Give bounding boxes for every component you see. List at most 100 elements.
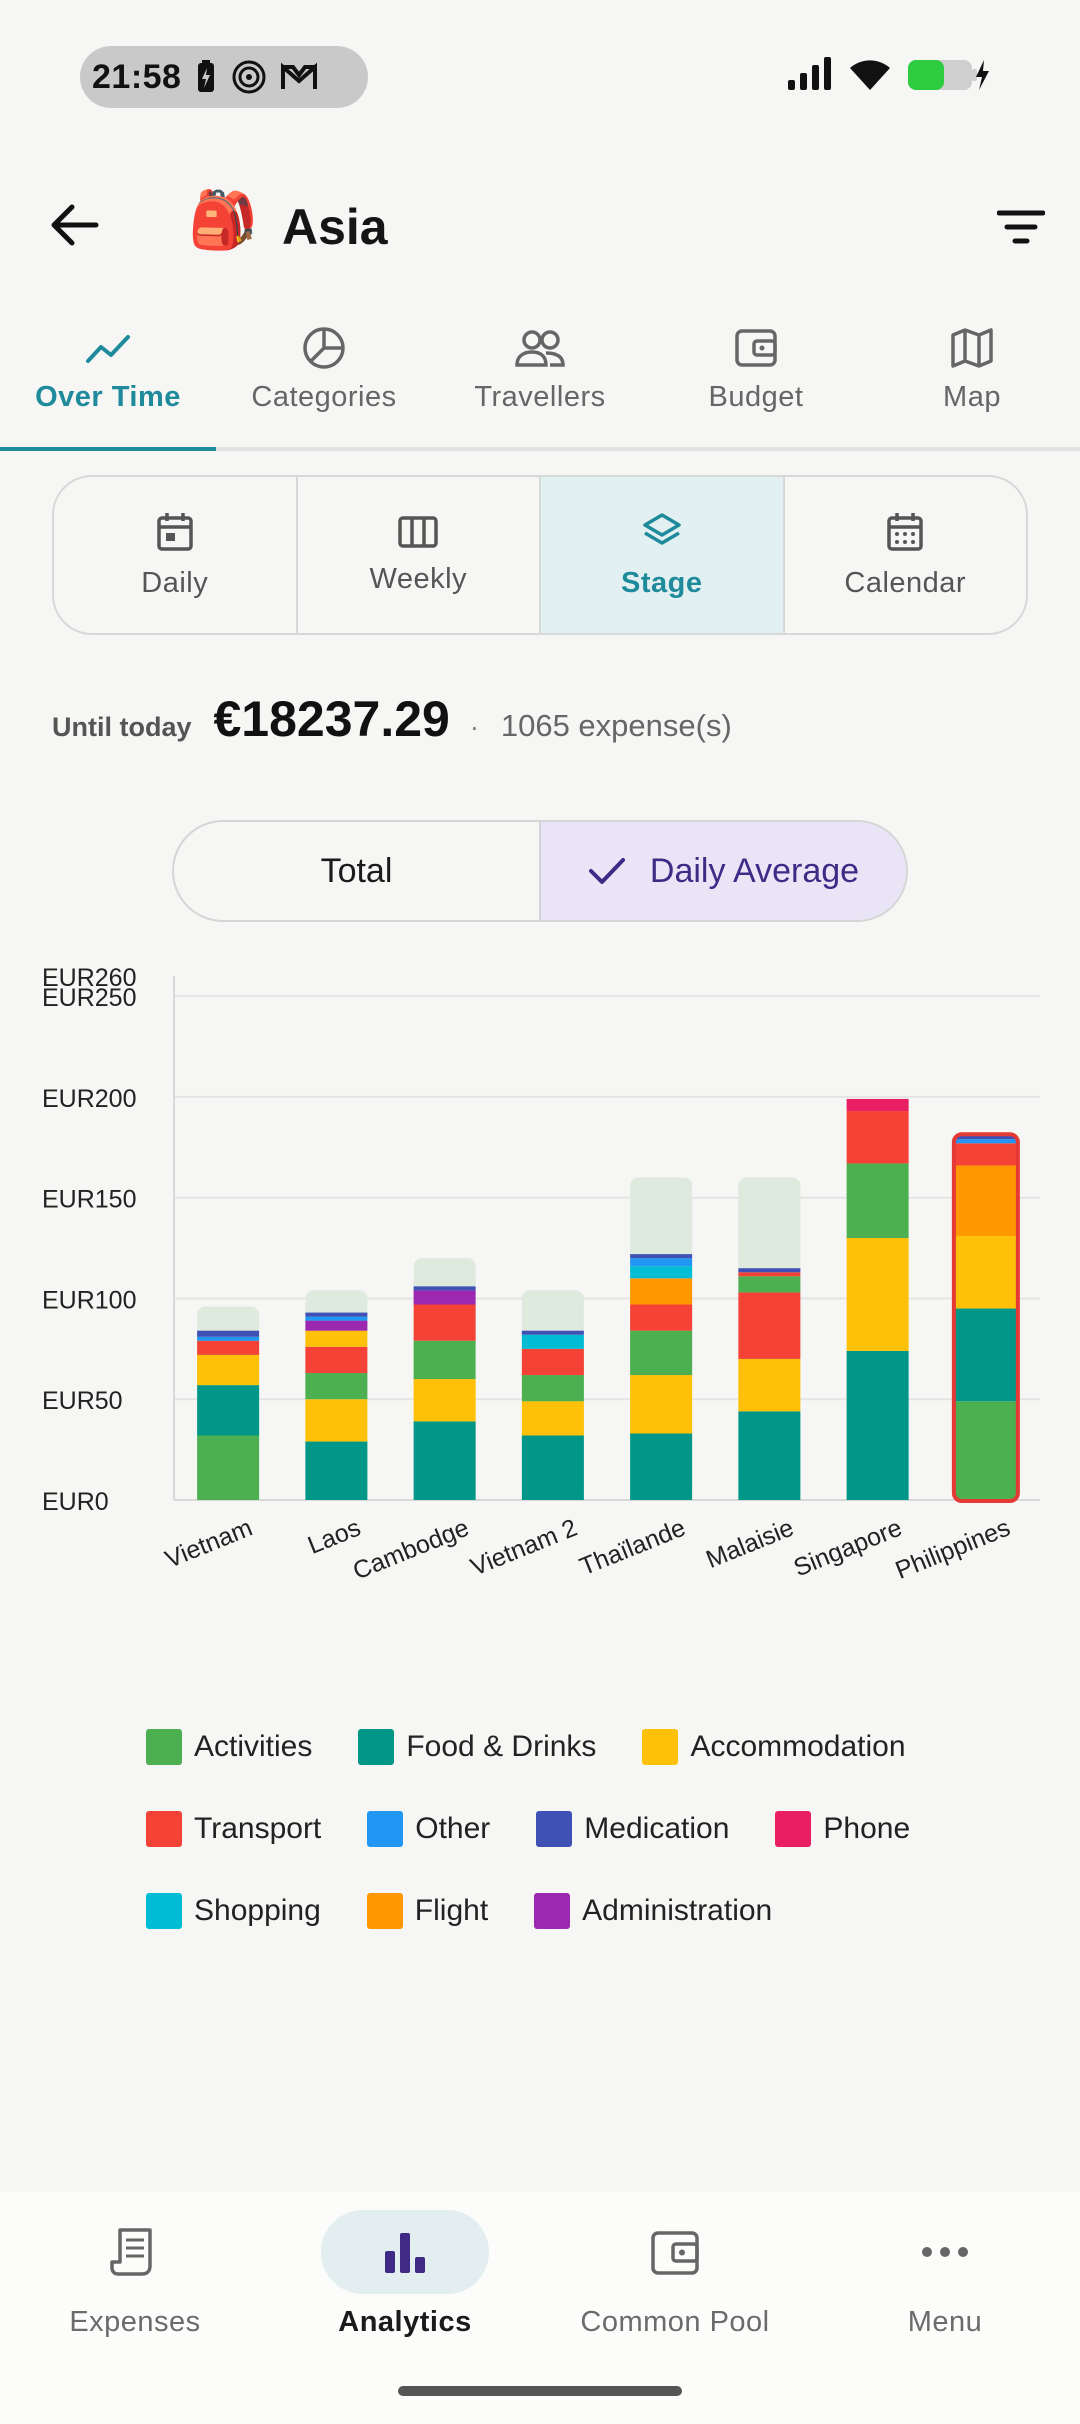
view-calendar[interactable]: Calendar [785, 477, 1027, 633]
bar-segment [846, 1111, 909, 1164]
nav-icon-container [591, 2210, 759, 2294]
bar-segment [738, 1272, 801, 1277]
view-selector: Daily Weekly Stage Calendar [52, 475, 1028, 635]
x-tick-label: Singapore [790, 1514, 906, 1583]
bar-segment [738, 1411, 801, 1500]
back-button[interactable] [40, 190, 110, 260]
bar-segment [197, 1354, 260, 1386]
legend-swatch [146, 1893, 182, 1929]
tab-categories[interactable]: Categories [216, 315, 432, 447]
daily-average-option[interactable]: Daily Average [539, 822, 906, 920]
legend-item[interactable]: Activities [146, 1729, 312, 1765]
signal-icon [788, 57, 831, 90]
legend-swatch [366, 1893, 403, 1929]
bar-segment [738, 1292, 801, 1359]
nav-menu[interactable]: Menu [810, 2192, 1080, 2424]
bar-segment [738, 1276, 801, 1293]
view-stage[interactable]: Stage [541, 477, 785, 633]
aggregation-toggle: Total Daily Average [172, 820, 908, 922]
summary-label: Until today [52, 712, 192, 742]
analytics-tabs: Over Time Categories Travellers Budget M… [0, 315, 1080, 451]
view-weekly[interactable]: Weekly [298, 477, 541, 633]
legend-label: Accommodation [690, 1730, 906, 1763]
legend-item[interactable]: Medication [536, 1811, 729, 1847]
x-tick-label: Vietnam 2 [467, 1514, 581, 1582]
tab-label: Travellers [474, 381, 606, 413]
summary-separator: · [469, 712, 479, 742]
tab-label: Over Time [35, 381, 181, 413]
selected-bar-outline [951, 1132, 1020, 1503]
legend-label: Medication [584, 1812, 730, 1845]
bar-segment [197, 1336, 260, 1341]
legend-label: Phone [823, 1812, 911, 1845]
bar-segment [630, 1254, 693, 1259]
tab-travellers[interactable]: Travellers [432, 315, 648, 447]
legend-item[interactable]: Phone [775, 1811, 910, 1847]
bar-segment [197, 1385, 260, 1436]
bar-chart-icon [385, 2233, 425, 2273]
nav-expenses[interactable]: Expenses [0, 2192, 270, 2424]
bar-segment [197, 1340, 260, 1355]
bar-segment [521, 1334, 584, 1349]
legend-item[interactable]: Administration [534, 1893, 772, 1929]
legend-item[interactable]: Flight [366, 1893, 488, 1929]
legend-row: Activities Food & Drinks Accommodation [146, 1706, 1026, 1788]
status-pill: 21:58 [80, 46, 368, 108]
bar-segment [738, 1358, 801, 1412]
view-label: Daily [141, 566, 209, 599]
legend-row: Transport Other Medication Phone [146, 1788, 1026, 1870]
bar-segment [197, 1435, 260, 1500]
tab-budget[interactable]: Budget [648, 315, 864, 447]
tab-map[interactable]: Map [864, 315, 1080, 447]
nav-icon-container [51, 2210, 219, 2294]
wifi-icon [850, 60, 890, 90]
nav-icon-container [861, 2210, 1029, 2294]
bar-segment [954, 1235, 1017, 1309]
y-tick-label: EUR150 [42, 1186, 137, 1214]
x-tick-label: Vietnam [161, 1514, 256, 1574]
legend-label: Activities [194, 1730, 313, 1763]
bar-segment [954, 1143, 1017, 1166]
bar-segment [413, 1379, 476, 1422]
total-option[interactable]: Total [174, 822, 539, 920]
clock: 21:58 [92, 57, 182, 96]
wallet-icon [735, 329, 777, 367]
x-tick-label: Philippines [892, 1514, 1015, 1585]
tab-over-time[interactable]: Over Time [0, 315, 216, 451]
legend-item[interactable]: Transport [146, 1811, 321, 1847]
bar-segment [413, 1290, 476, 1305]
daily-average-label: Daily Average [649, 851, 860, 890]
home-indicator [398, 2386, 682, 2396]
people-icon [515, 330, 565, 367]
bar-segment [738, 1268, 801, 1273]
legend-item[interactable]: Shopping [146, 1893, 321, 1929]
legend-item[interactable]: Other [367, 1811, 490, 1847]
bar-segment [954, 1139, 1017, 1144]
filter-button[interactable] [986, 192, 1056, 262]
nav-label: Expenses [69, 2306, 201, 2338]
nav-label: Common Pool [580, 2306, 770, 2338]
legend-item[interactable]: Accommodation [642, 1729, 906, 1765]
columns-icon [398, 515, 438, 548]
bar-segment [954, 1401, 1017, 1500]
bar-segment [521, 1401, 584, 1436]
view-label: Calendar [844, 566, 967, 599]
bar-segment [630, 1266, 693, 1279]
bar-segment [846, 1163, 909, 1238]
pie-icon [303, 327, 345, 369]
nav-analytics[interactable]: Analytics [270, 2192, 540, 2424]
legend-label: Transport [194, 1812, 322, 1845]
bar-segment [630, 1278, 693, 1305]
check-icon [588, 858, 625, 884]
legend-item[interactable]: Food & Drinks [358, 1729, 596, 1765]
view-daily[interactable]: Daily [54, 477, 298, 633]
bar-segment [630, 1433, 693, 1500]
charging-icon [198, 60, 215, 92]
tab-label: Categories [251, 381, 397, 413]
tab-label: Map [943, 381, 1001, 413]
x-tick-label: Malaisie [702, 1514, 798, 1574]
nav-label: Analytics [338, 2306, 472, 2338]
legend-swatch [534, 1893, 571, 1929]
nav-common-pool[interactable]: Common Pool [540, 2192, 810, 2424]
status-icons [786, 56, 990, 92]
